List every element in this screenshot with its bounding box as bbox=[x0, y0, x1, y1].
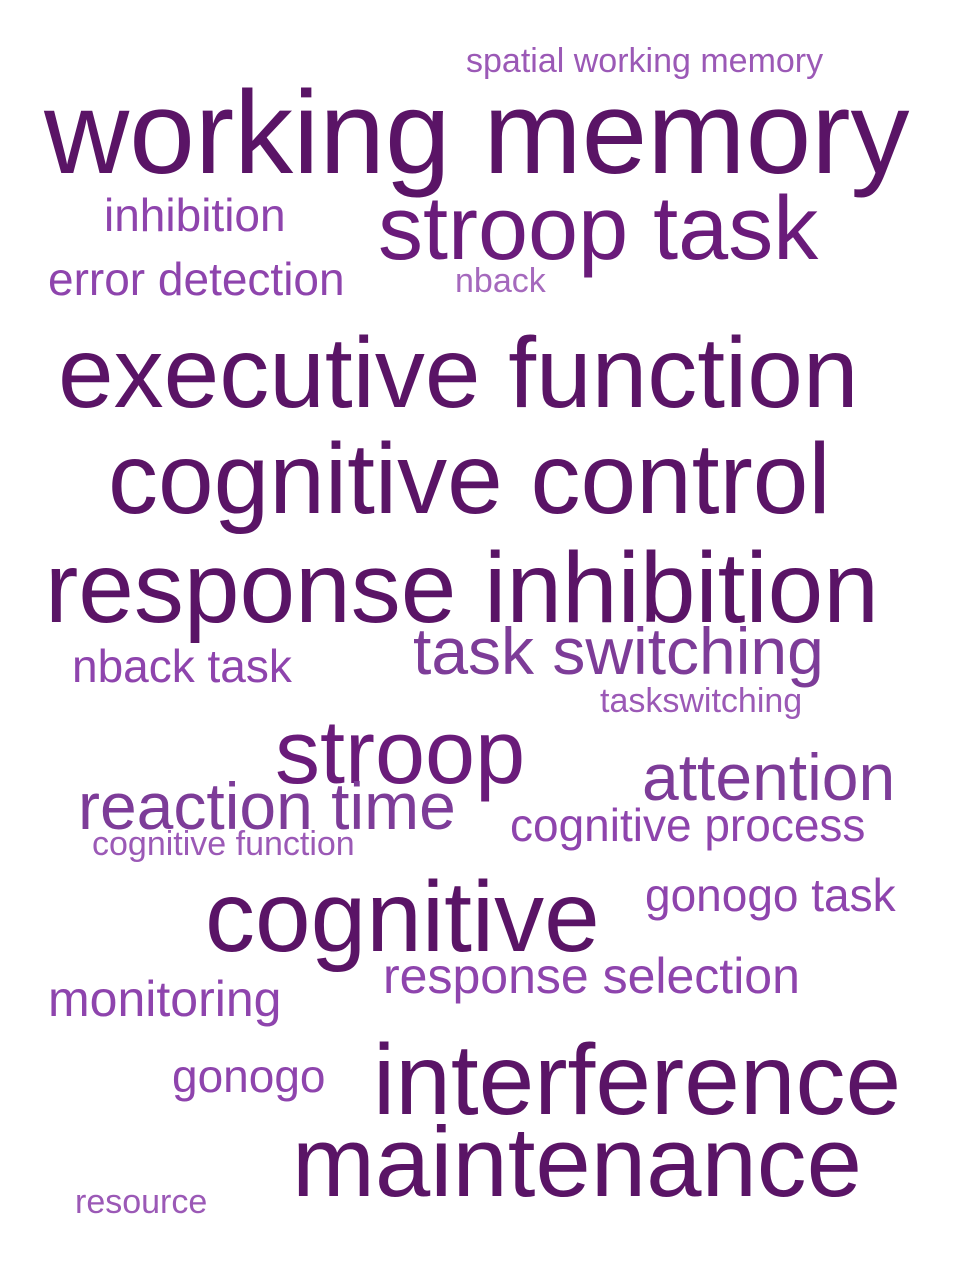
word-gonogo-task: gonogo task bbox=[645, 869, 896, 921]
word-nback-task: nback task bbox=[72, 639, 292, 692]
word-working-memory: working memory bbox=[44, 66, 910, 199]
word-cognitive: cognitive bbox=[205, 860, 600, 973]
word-stroop-task: stroop task bbox=[378, 179, 819, 279]
word-inhibition: inhibition bbox=[104, 189, 286, 241]
word-spatial-working-memory: spatial working memory bbox=[466, 42, 824, 80]
word-gonogo: gonogo bbox=[172, 1050, 326, 1102]
word-interference: interference bbox=[373, 1024, 902, 1136]
word-executive-function: executive function bbox=[58, 316, 859, 429]
word-cognitive-control: cognitive control bbox=[108, 423, 831, 535]
word-cognitive-process: cognitive process bbox=[510, 799, 866, 851]
word-nback: nback bbox=[455, 262, 546, 300]
word-attention: attention bbox=[642, 739, 896, 814]
word-error-detection: error detection bbox=[48, 252, 345, 305]
word-resource: resource bbox=[75, 1183, 208, 1221]
word-taskswitching: taskswitching bbox=[600, 682, 803, 720]
word-cognitive-function: cognitive function bbox=[92, 825, 355, 863]
word-monitoring: monitoring bbox=[48, 970, 282, 1027]
word-stroop: stroop bbox=[275, 702, 526, 803]
word-response-inhibition: response inhibition bbox=[45, 531, 879, 644]
word-maintenance: maintenance bbox=[292, 1106, 862, 1218]
word-reaction-time: reaction time bbox=[78, 769, 456, 843]
word-response-selection: response selection bbox=[383, 948, 800, 1004]
word-task-switching: task switching bbox=[413, 614, 824, 688]
